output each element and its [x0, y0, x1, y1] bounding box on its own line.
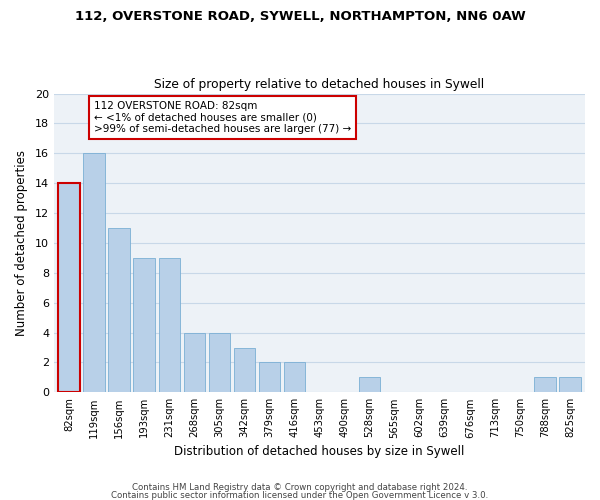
Text: Contains public sector information licensed under the Open Government Licence v : Contains public sector information licen… [112, 490, 488, 500]
Bar [559, 378, 581, 392]
Text: 112 OVERSTONE ROAD: 82sqm
← <1% of detached houses are smaller (0)
>99% of semi-: 112 OVERSTONE ROAD: 82sqm ← <1% of detac… [94, 101, 351, 134]
Bar [534, 378, 556, 392]
Text: Contains HM Land Registry data © Crown copyright and database right 2024.: Contains HM Land Registry data © Crown c… [132, 484, 468, 492]
Bar [209, 332, 230, 392]
Bar [233, 348, 255, 393]
Text: 112, OVERSTONE ROAD, SYWELL, NORTHAMPTON, NN6 0AW: 112, OVERSTONE ROAD, SYWELL, NORTHAMPTON… [74, 10, 526, 23]
Bar [133, 258, 155, 392]
Y-axis label: Number of detached properties: Number of detached properties [15, 150, 28, 336]
Bar [158, 258, 180, 392]
Bar [359, 378, 380, 392]
Bar [259, 362, 280, 392]
Title: Size of property relative to detached houses in Sywell: Size of property relative to detached ho… [154, 78, 485, 91]
Bar [83, 154, 104, 392]
Bar [284, 362, 305, 392]
X-axis label: Distribution of detached houses by size in Sywell: Distribution of detached houses by size … [174, 444, 464, 458]
Bar [109, 228, 130, 392]
Bar [58, 183, 80, 392]
Bar [184, 332, 205, 392]
